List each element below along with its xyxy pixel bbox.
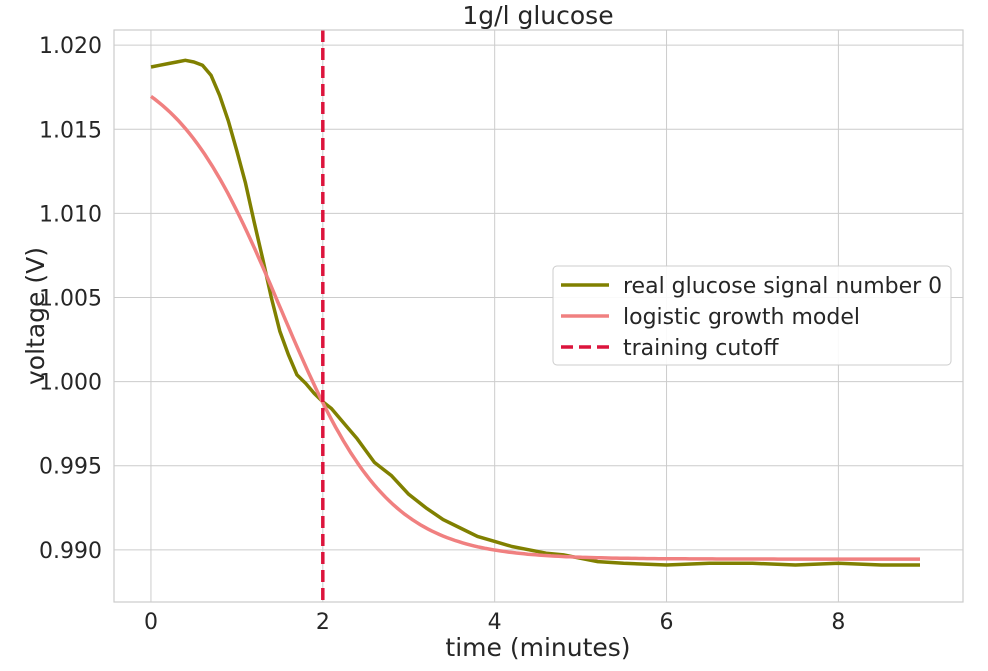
x-tick-label: 4 [488,610,502,635]
x-axis-label: time (minutes) [445,633,630,662]
grid [114,30,963,602]
y-tick-label: 1.000 [39,371,102,396]
plot-frame [113,29,964,603]
legend-label: real glucose signal number 0 [623,274,942,299]
legend-label: training cutoff [623,336,779,361]
x-tick-labels: 0 2 4 6 8 [144,610,845,635]
y-tick-label: 1.015 [39,118,102,143]
series-group [149,30,920,602]
x-tick-label: 6 [660,610,674,635]
legend-label: logistic growth model [623,305,860,330]
chart-title: 1g/l glucose [462,1,613,30]
y-tick-label: 1.020 [39,34,102,59]
y-tick-labels: 0.990 0.995 1.000 1.005 1.010 1.015 1.020 [39,34,102,564]
x-tick-label: 0 [144,610,158,635]
y-tick-label: 0.995 [39,455,102,480]
y-tick-label: 1.010 [39,202,102,227]
legend-box [552,265,952,366]
legend: real glucose signal number 0 logistic gro… [552,265,952,366]
y-axis-label: voltage (V) [21,247,50,385]
x-tick-label: 2 [316,610,330,635]
y-tick-label: 0.990 [39,539,102,564]
y-tick-label: 1.005 [39,286,102,311]
x-tick-label: 8 [831,610,845,635]
series-line-real-signal [150,58,920,567]
series-line-logistic-model [149,94,920,561]
